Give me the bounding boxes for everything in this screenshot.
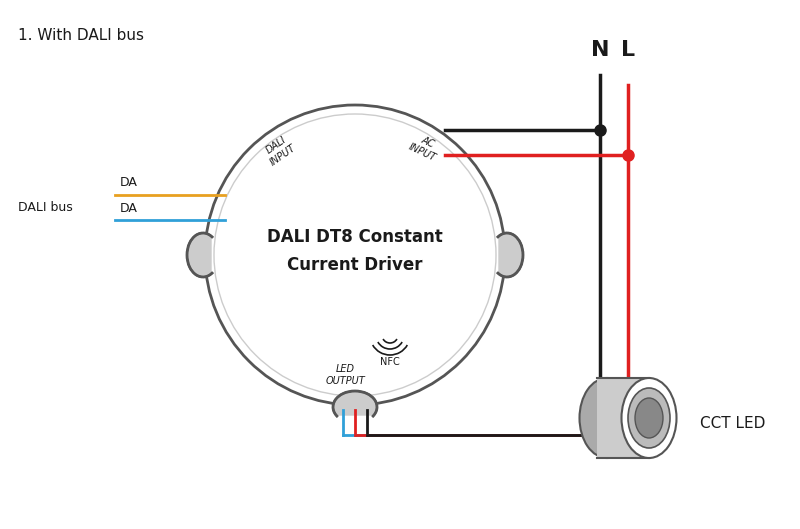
Text: L: L bbox=[621, 40, 635, 60]
Text: LED
OUTPUT: LED OUTPUT bbox=[325, 364, 365, 386]
Polygon shape bbox=[187, 233, 211, 277]
Ellipse shape bbox=[628, 388, 670, 448]
Text: Current Driver: Current Driver bbox=[287, 256, 422, 274]
Text: DALI bus: DALI bus bbox=[18, 201, 73, 214]
Text: DA: DA bbox=[120, 202, 138, 214]
Text: DA: DA bbox=[120, 177, 138, 189]
Text: DALI
INPUT: DALI INPUT bbox=[262, 133, 298, 167]
Polygon shape bbox=[499, 233, 523, 277]
Circle shape bbox=[214, 114, 496, 396]
Ellipse shape bbox=[635, 398, 663, 438]
Text: CCT LED: CCT LED bbox=[700, 415, 766, 431]
FancyBboxPatch shape bbox=[597, 378, 649, 458]
Text: DALI DT8 Constant: DALI DT8 Constant bbox=[267, 228, 443, 246]
Ellipse shape bbox=[622, 378, 677, 458]
Text: N: N bbox=[590, 40, 610, 60]
Text: NFC: NFC bbox=[380, 357, 400, 367]
Text: 1. With DALI bus: 1. With DALI bus bbox=[18, 28, 144, 43]
Ellipse shape bbox=[579, 378, 634, 458]
Text: AC
INPUT: AC INPUT bbox=[407, 131, 442, 163]
Polygon shape bbox=[333, 391, 377, 415]
Circle shape bbox=[205, 105, 505, 405]
